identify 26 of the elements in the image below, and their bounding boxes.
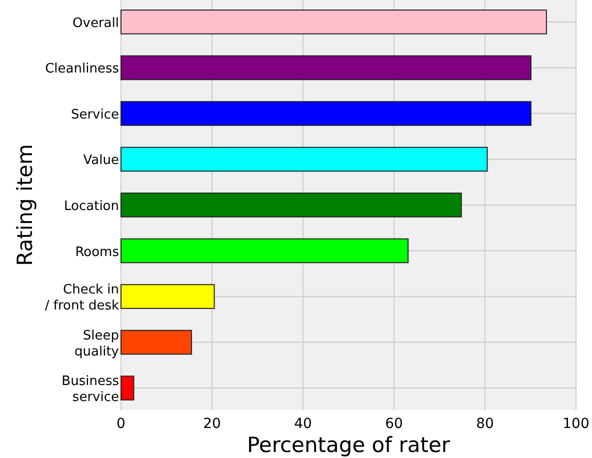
y-tick-label: Value	[83, 153, 119, 168]
x-tick-label: 60	[385, 416, 403, 432]
bar	[120, 55, 532, 80]
bar	[120, 146, 488, 172]
y-tick-label: Location	[64, 199, 119, 214]
bar	[120, 101, 532, 126]
y-tick-label: Rooms	[75, 244, 120, 260]
bar	[120, 284, 215, 309]
y-tick-label: Service	[70, 107, 119, 122]
bar	[120, 192, 462, 218]
x-tick-label: 100	[562, 416, 590, 432]
x-tick-label: 40	[294, 416, 312, 432]
y-tick-label: Cleanliness	[45, 62, 120, 77]
y-tick-label: Check in / front desk	[44, 282, 120, 314]
y-tick-label: Overall	[72, 16, 119, 31]
y-tick-label: Sleep quality	[74, 328, 120, 360]
y-axis-title: Rating item	[13, 144, 37, 266]
bar	[120, 376, 134, 400]
bar	[120, 10, 547, 34]
bar	[120, 330, 192, 355]
bar	[120, 238, 409, 264]
x-tick-label: 80	[476, 416, 494, 432]
y-tick-label: Business service	[62, 374, 120, 406]
x-tick-label: 20	[203, 416, 221, 432]
x-axis-title: Percentage of rater	[246, 433, 450, 457]
x-tick-label: 0	[116, 416, 126, 432]
